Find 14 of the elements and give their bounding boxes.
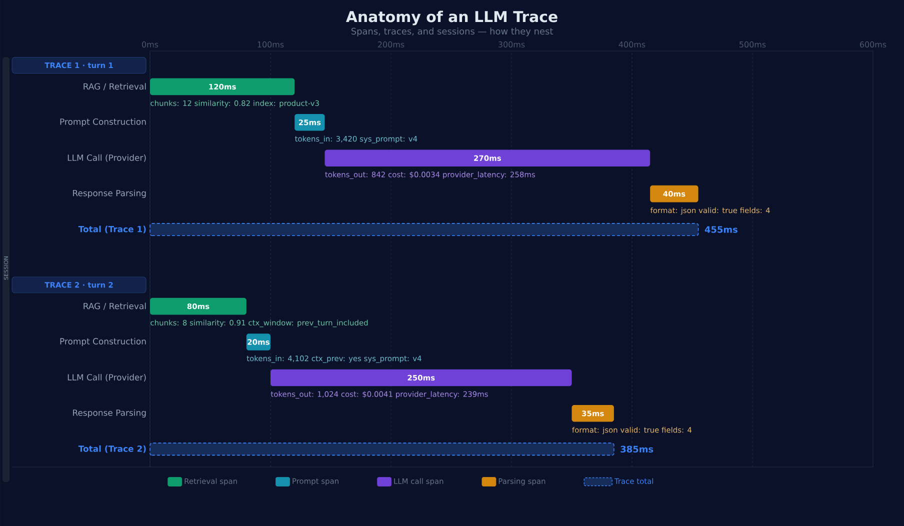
y-tick-label: RAG / Retrieval [84,302,146,310]
y-tick-label: Prompt Construction [60,118,146,126]
y-tick-label: RAG / Retrieval [84,83,146,90]
chart-subtitle: Spans, traces, and sessions — how they nest [351,28,553,36]
y-tick-label: LLM Call (Provider) [68,374,146,382]
y-tick-label: LLM Call (Provider) [68,154,146,162]
data-label: 385ms [620,446,654,453]
chart-title: Anatomy of an LLM Trace [346,10,558,26]
data-label: 455ms [704,226,738,233]
y-tick-label: Total (Trace 1) [78,226,146,234]
y-tick-label: Response Parsing [73,190,146,198]
y-tick-label: Total (Trace 2) [78,445,146,453]
y-tick-label: Prompt Construction [60,338,146,346]
y-tick-label: Response Parsing [73,409,146,418]
